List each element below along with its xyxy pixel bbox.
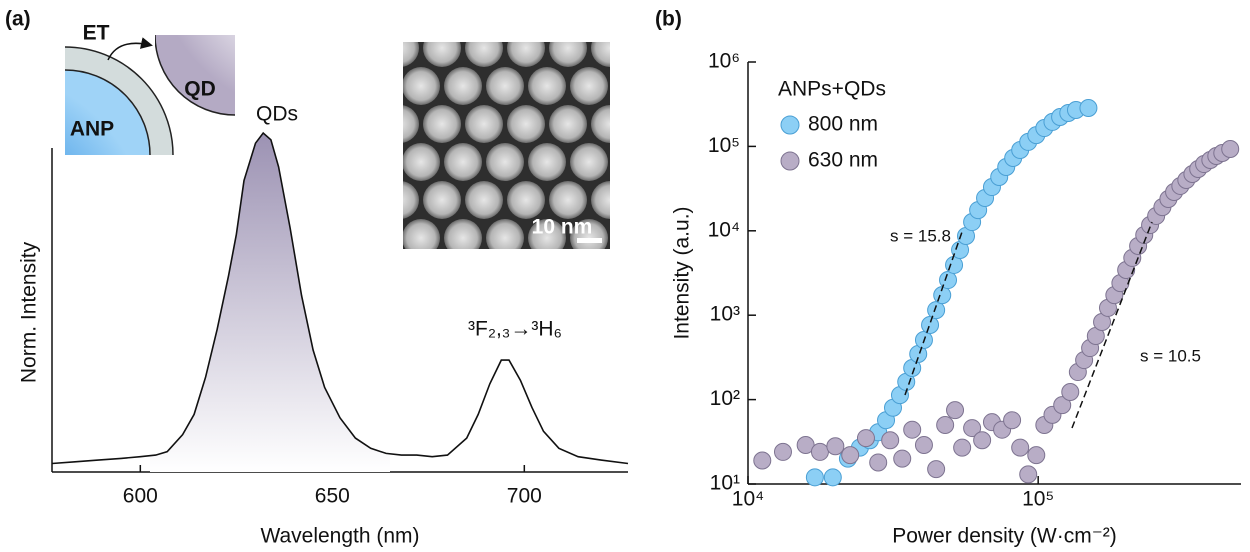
y-tick-label: 10⁶ [708,50,740,73]
particle [612,143,650,181]
y-axis-label: Intensity (a.u.) [671,206,694,339]
particle [444,219,482,257]
data-point [882,432,899,449]
data-point [811,443,828,460]
panel-label: (a) [5,8,31,31]
particle [591,29,629,67]
data-point [1062,384,1079,401]
inset-label: QD [184,78,216,101]
annotation: QDs [256,103,298,126]
data-point [1012,439,1029,456]
particle [444,67,482,105]
data-point [774,443,791,460]
particle [381,181,419,219]
x-tick-label: 10⁵ [1022,488,1054,511]
y-tick-label: 10³ [710,303,740,326]
data-point [870,454,887,471]
data-point [827,438,844,455]
inset-label: ET [83,22,110,45]
particle [528,67,566,105]
particle [549,181,587,219]
particle [549,29,587,67]
particle [423,29,461,67]
legend-label: 630 nm [808,149,878,172]
particle [402,143,440,181]
legend-marker [781,152,799,170]
data-point [928,302,945,319]
particle [612,219,650,257]
legend-label: 800 nm [808,113,878,136]
particle [423,181,461,219]
particle [486,219,524,257]
x-tick-label: 700 [507,485,542,508]
particle [507,29,545,67]
data-point [857,430,874,447]
particle [507,181,545,219]
annotation: s = 15.8 [890,226,951,245]
x-tick-label: 10⁴ [732,488,764,511]
data-point [806,469,823,486]
particle [570,143,608,181]
particle [465,105,503,143]
fit-line [1072,222,1152,428]
particle [402,219,440,257]
particle [570,67,608,105]
particle [465,29,503,67]
legend-marker [781,116,799,134]
data-point [1020,466,1037,483]
particle [612,67,650,105]
particle [507,105,545,143]
data-point [894,450,911,467]
particle [528,143,566,181]
tem-inset: 10 nm [381,29,650,257]
data-point [1080,100,1097,117]
y-tick-label: 10² [710,387,740,410]
data-point [824,469,841,486]
x-axis-label: Power density (W·cm⁻²) [892,525,1117,548]
particle [486,143,524,181]
data-point [946,256,963,273]
page: (a) 600 650 700 Wavelength (nm) Norm. Intensi… [0,0,1250,552]
scale-bar-label: 10 nm [532,216,593,239]
x-axis-label: Wavelength (nm) [260,525,419,548]
data-point [974,432,991,449]
data-point [954,439,971,456]
particle [444,143,482,181]
data-point [928,461,945,478]
particle [591,105,629,143]
y-tick-label: 10⁴ [708,218,740,241]
annotation: s = 10.5 [1140,346,1201,365]
panel-label: (b) [655,8,682,31]
annotation: ³F₂,₃→³H₆ [468,318,562,341]
particle [591,181,629,219]
data-point [754,452,771,469]
particle [423,105,461,143]
particle [402,67,440,105]
data-point [915,436,932,453]
particle [381,29,419,67]
y-tick-label: 10⁵ [708,134,740,157]
particle [549,105,587,143]
particle [486,67,524,105]
y-axis-label: Norm. Intensity [18,241,41,383]
particle [465,181,503,219]
x-tick-label: 600 [123,485,158,508]
data-point [1028,447,1045,464]
data-point [1004,412,1021,429]
data-point [1222,141,1239,158]
data-point [937,417,954,434]
data-point [842,447,859,464]
inset-label: ANP [70,118,114,141]
figure: (a) 600 650 700 Wavelength (nm) Norm. Intensi… [0,0,1250,552]
data-point [947,402,964,419]
particle [381,105,419,143]
legend-title: ANPs+QDs [778,78,886,101]
x-tick-label: 650 [315,485,350,508]
data-point [940,272,957,289]
data-point [904,421,921,438]
